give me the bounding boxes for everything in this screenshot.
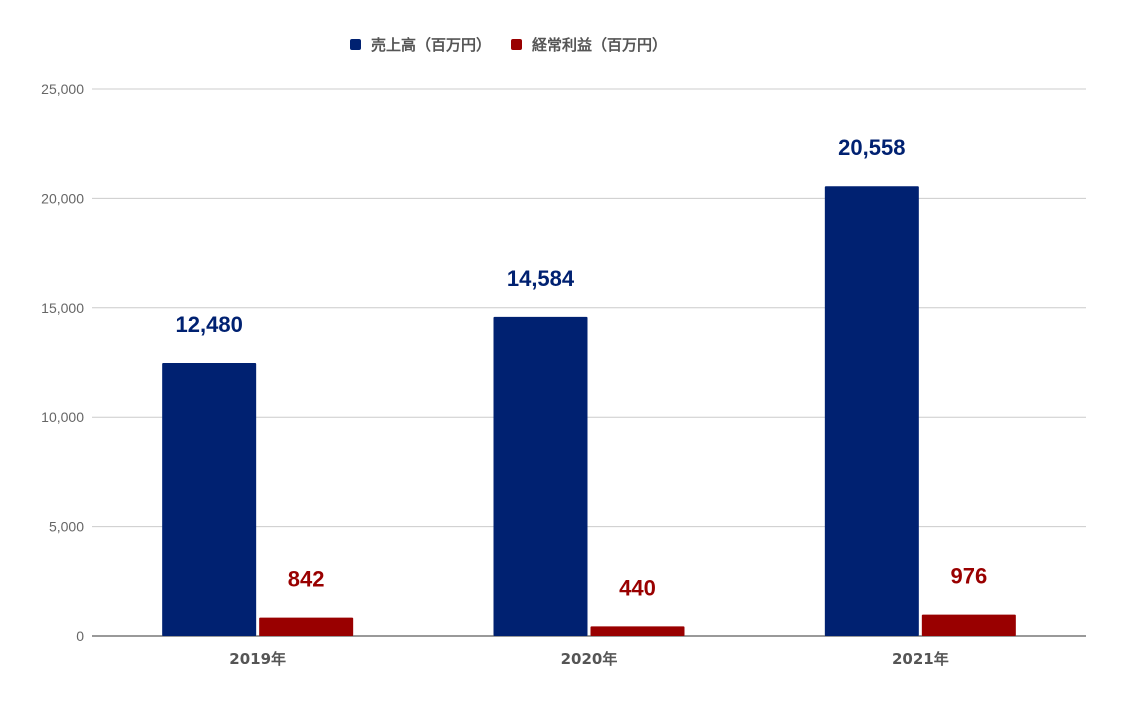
x-tick-label: 2020年 xyxy=(561,650,618,668)
bar-sales xyxy=(162,362,257,636)
x-tick-label: 2021年 xyxy=(892,650,949,668)
bar-profit xyxy=(590,626,685,636)
x-tick-label: 2019年 xyxy=(229,650,286,668)
data-label-sales: 14,584 xyxy=(507,266,575,291)
data-label-sales: 12,480 xyxy=(176,312,243,337)
legend-item-sales[interactable]: 売上高（百万円） xyxy=(350,34,491,55)
bar-sales xyxy=(493,316,588,636)
data-label-profit: 440 xyxy=(619,575,656,600)
data-label-sales: 20,558 xyxy=(838,135,905,160)
y-tick-label: 20,000 xyxy=(41,190,84,206)
legend-swatch-profit xyxy=(511,39,523,50)
data-label-profit: 976 xyxy=(950,564,987,589)
legend-label-sales: 売上高（百万円） xyxy=(371,36,492,54)
bar-profit xyxy=(921,614,1016,636)
data-label-profit: 842 xyxy=(288,567,325,592)
y-tick-label: 5,000 xyxy=(49,519,84,535)
bar-profit xyxy=(259,617,354,636)
legend-swatch-sales xyxy=(350,39,361,50)
legend-label-profit: 経常利益（百万円） xyxy=(532,36,668,54)
y-tick-label: 0 xyxy=(76,628,84,644)
legend-item-profit[interactable]: 経常利益（百万円） xyxy=(511,34,667,55)
bar-sales xyxy=(824,186,919,636)
y-tick-label: 10,000 xyxy=(41,409,84,425)
y-tick-label: 15,000 xyxy=(41,300,84,316)
legend: 売上高（百万円） 経常利益（百万円） xyxy=(350,34,687,55)
y-tick-label: 25,000 xyxy=(41,81,84,97)
